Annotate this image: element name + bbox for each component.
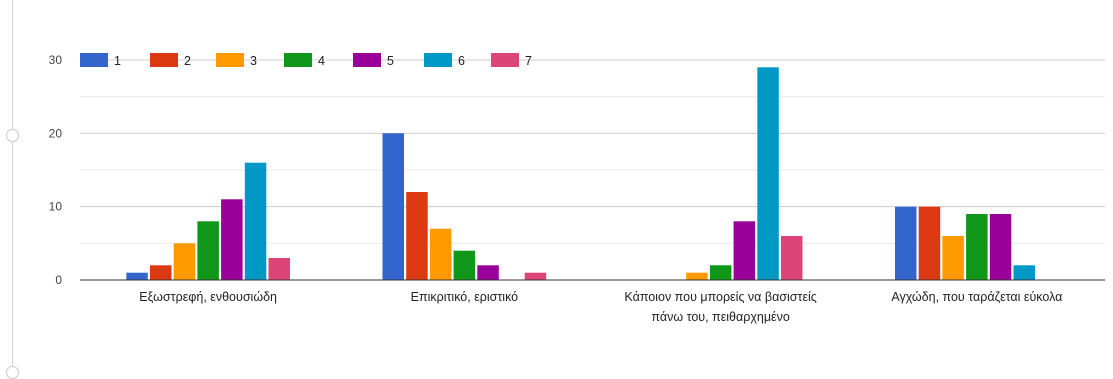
frame-handle-icon [6, 129, 19, 142]
bar [268, 258, 290, 280]
bar [126, 272, 148, 280]
bar [966, 214, 988, 280]
y-tick-label: 20 [49, 126, 63, 140]
legend-label: 5 [387, 54, 394, 68]
x-tick-label: Επικριτικό, εριστικό [411, 290, 519, 304]
legend-label: 1 [114, 54, 121, 68]
bar [382, 133, 404, 280]
x-tick-label: πάνω του, πειθαρχημένο [651, 310, 789, 324]
bar [918, 206, 941, 280]
frame-handle-icon [6, 366, 19, 379]
y-tick-label: 0 [55, 273, 62, 287]
legend-swatch [491, 53, 519, 67]
bar [244, 162, 267, 280]
form-frame-line [12, 0, 13, 372]
legend-label: 7 [525, 54, 532, 68]
bar [709, 265, 732, 280]
legend-swatch [424, 53, 452, 67]
legend-label: 6 [458, 54, 465, 68]
legend-label: 4 [318, 54, 325, 68]
legend-label: 2 [184, 54, 191, 68]
bar [477, 265, 499, 280]
bar [453, 250, 476, 280]
legend-swatch [284, 53, 312, 67]
bar [197, 221, 219, 280]
bar [942, 236, 964, 280]
bar [150, 265, 172, 280]
legend-swatch [80, 53, 108, 67]
bar [895, 206, 917, 280]
x-tick-label: Εξωστρεφή, ενθουσιώδη [139, 290, 277, 304]
bar [989, 214, 1012, 280]
x-tick-label: Κάποιον που μπορείς να βασιστείς [624, 290, 816, 304]
y-tick-label: 30 [49, 53, 63, 67]
bar [429, 228, 452, 280]
bar [221, 199, 243, 280]
legend-label: 3 [250, 54, 257, 68]
legend-swatch [216, 53, 244, 67]
y-tick-label: 10 [49, 200, 63, 214]
bar [781, 236, 803, 280]
legend-swatch [150, 53, 178, 67]
bar [173, 243, 196, 280]
bar [524, 272, 547, 280]
bar [686, 272, 708, 280]
bar [406, 192, 428, 280]
x-tick-label: Αγχώδη, που ταράζεται εύκολα [891, 290, 1062, 304]
bar [757, 67, 779, 280]
bar [733, 221, 756, 280]
bar [1013, 265, 1035, 280]
legend-swatch [353, 53, 381, 67]
